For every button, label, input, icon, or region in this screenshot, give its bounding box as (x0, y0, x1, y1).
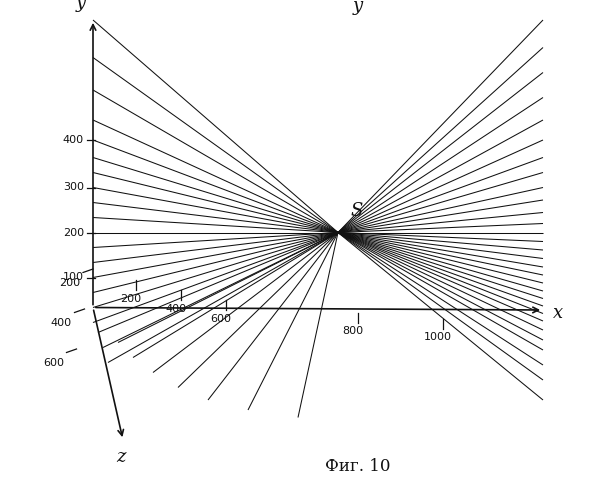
Text: 400: 400 (51, 318, 72, 328)
Text: 1000: 1000 (424, 332, 452, 342)
Text: 400: 400 (63, 135, 84, 145)
Text: 600: 600 (210, 314, 231, 324)
Text: 200: 200 (120, 294, 141, 304)
Text: 200: 200 (59, 278, 81, 287)
Text: y: y (353, 0, 363, 15)
Text: 400: 400 (165, 304, 186, 314)
Text: 300: 300 (63, 182, 84, 192)
Text: S: S (351, 202, 363, 220)
Text: z: z (116, 448, 125, 466)
Text: 200: 200 (63, 228, 84, 237)
Text: y: y (75, 0, 86, 12)
Text: 100: 100 (63, 272, 84, 282)
Text: 600: 600 (43, 358, 64, 368)
Text: x: x (553, 304, 563, 322)
Text: 800: 800 (342, 326, 363, 336)
Text: Фиг. 10: Фиг. 10 (325, 458, 391, 475)
